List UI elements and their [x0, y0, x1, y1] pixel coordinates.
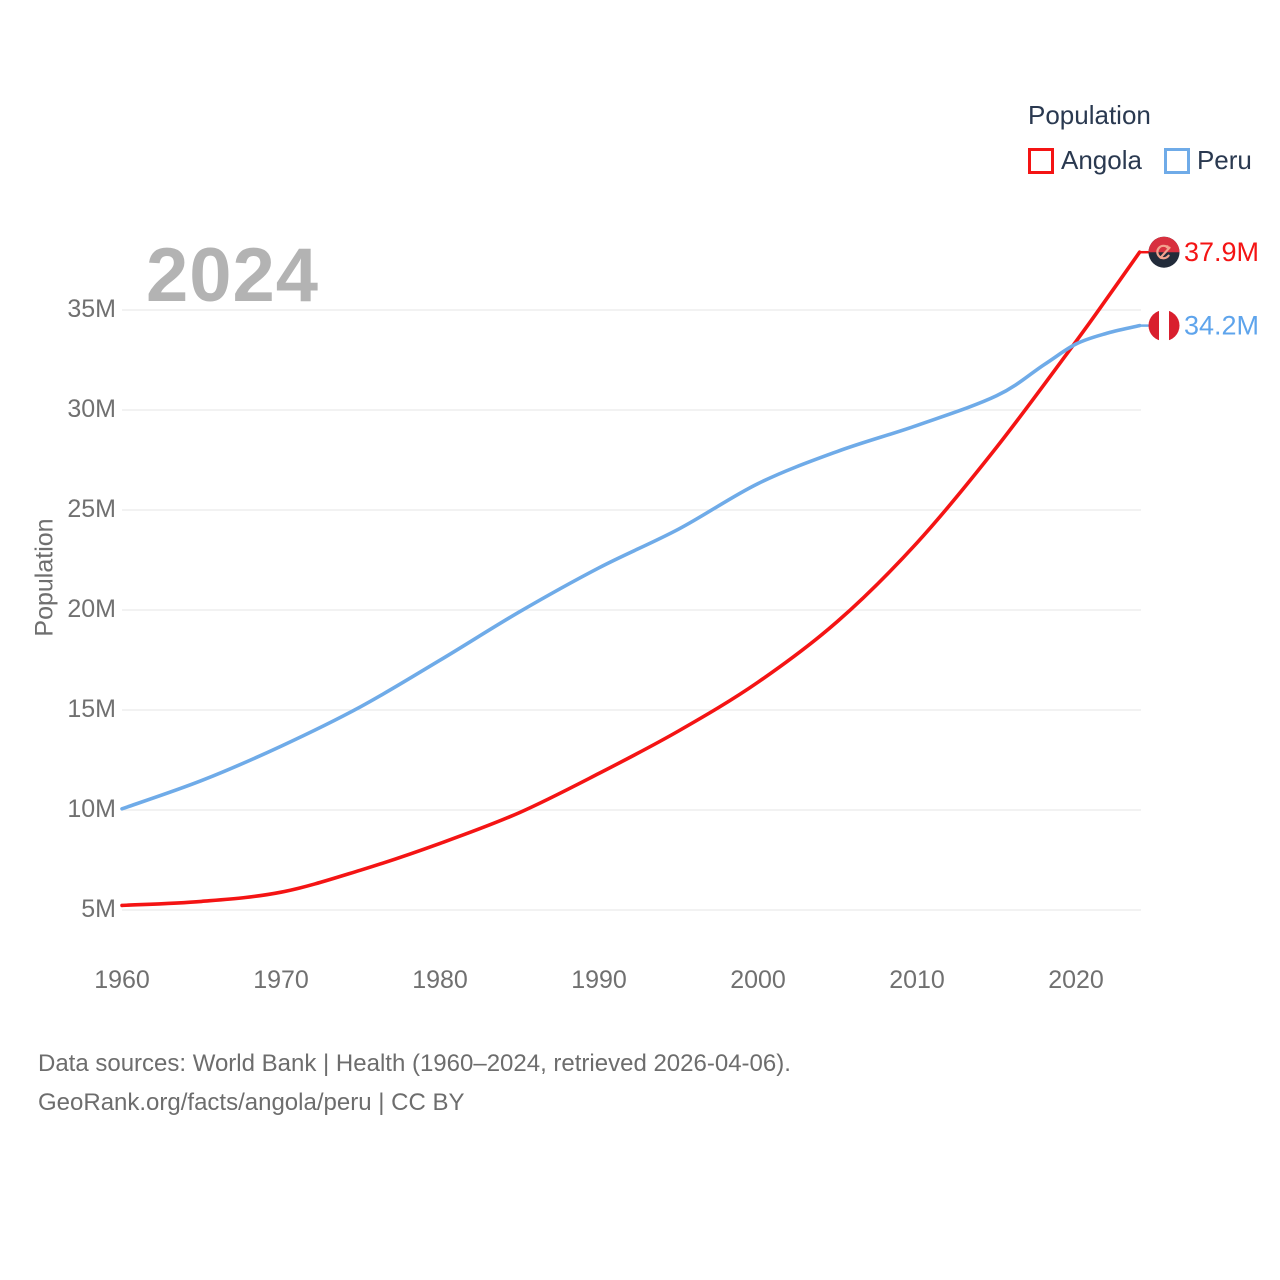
angola-end-value: 37.9M: [1184, 237, 1259, 267]
legend-item-peru[interactable]: Peru: [1163, 145, 1252, 176]
footer-sources: Data sources: World Bank | Health (1960–…: [38, 1050, 791, 1077]
peru-line[interactable]: [120, 323, 1142, 811]
y-tick-label: 10M: [67, 795, 116, 823]
peru-flag-icon: [1148, 310, 1180, 342]
peru-end-value: 34.2M: [1184, 311, 1259, 341]
year-watermark: 2024: [146, 233, 320, 318]
y-tick-label: 20M: [67, 595, 116, 623]
angola-line[interactable]: [120, 250, 1142, 908]
legend-label-peru: Peru: [1196, 145, 1252, 175]
legend-item-angola[interactable]: Angola: [1028, 145, 1142, 176]
x-tick-label: 1970: [253, 966, 309, 994]
x-tick-label: 1990: [571, 966, 627, 994]
legend-items: Angola Peru: [1028, 145, 1252, 176]
x-tick-label: 2010: [889, 966, 945, 994]
y-tick-label: 15M: [67, 695, 116, 723]
x-tick-label: 2000: [730, 966, 786, 994]
y-tick-label: 35M: [67, 295, 116, 323]
footer: Data sources: World Bank | Health (1960–…: [38, 1044, 791, 1122]
x-tick-label: 1960: [94, 966, 150, 994]
peru-swatch-icon: [1163, 147, 1190, 174]
x-tick-label: 2020: [1048, 966, 1104, 994]
angola-flag-icon: [1148, 236, 1180, 268]
footer-link: GeoRank.org/facts/angola/peru | CC BY: [38, 1089, 465, 1116]
legend-label-angola: Angola: [1061, 145, 1142, 175]
x-tick-label: 1980: [412, 966, 468, 994]
y-tick-label: 30M: [67, 395, 116, 423]
legend: Population Angola Peru: [1028, 100, 1252, 176]
legend-title: Population: [1028, 100, 1151, 130]
y-tick-label: 5M: [81, 895, 116, 923]
angola-swatch-icon: [1028, 147, 1054, 174]
y-tick-label: 25M: [67, 495, 116, 523]
